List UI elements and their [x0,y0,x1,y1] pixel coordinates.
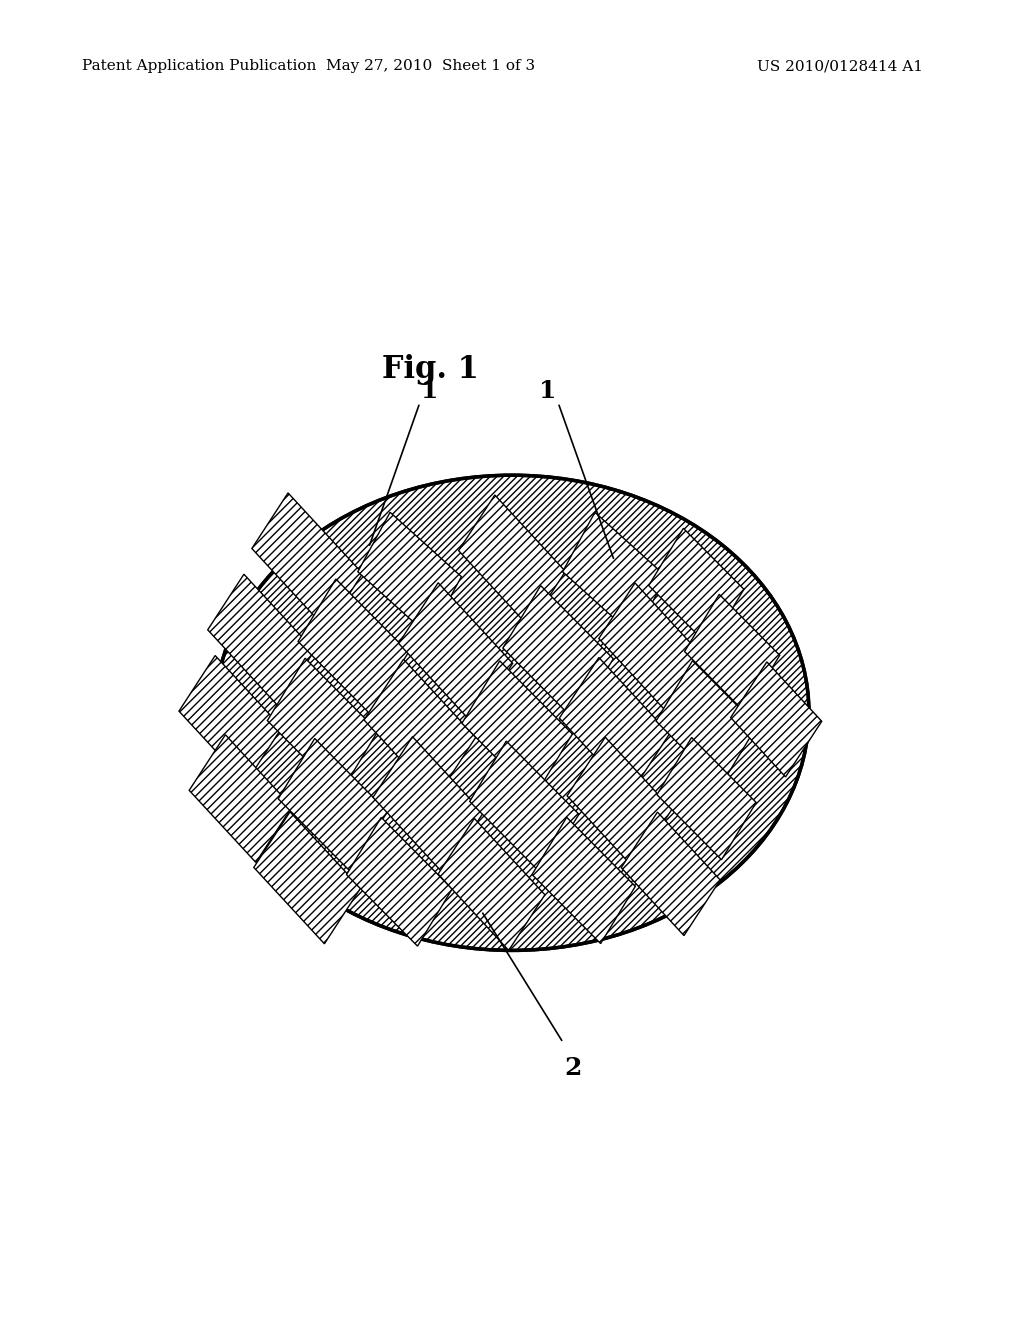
Text: Fig. 1: Fig. 1 [382,354,478,385]
Polygon shape [532,817,635,944]
Polygon shape [179,656,282,783]
Text: 1: 1 [540,379,556,403]
Polygon shape [267,659,378,793]
Polygon shape [503,586,613,721]
Polygon shape [438,818,545,950]
Polygon shape [252,492,362,630]
Polygon shape [208,574,314,706]
Polygon shape [364,659,476,799]
Polygon shape [357,512,462,636]
Polygon shape [373,737,483,874]
Polygon shape [559,657,670,795]
Text: May 27, 2010  Sheet 1 of 3: May 27, 2010 Sheet 1 of 3 [326,59,535,74]
Text: Patent Application Publication: Patent Application Publication [82,59,316,74]
Polygon shape [398,582,513,725]
Polygon shape [562,512,667,636]
Polygon shape [346,817,453,946]
Polygon shape [254,812,360,944]
Text: US 2010/0128414 A1: US 2010/0128414 A1 [757,59,923,74]
Polygon shape [298,579,409,714]
Polygon shape [599,583,701,710]
Polygon shape [685,594,779,713]
Polygon shape [649,528,743,647]
Polygon shape [459,495,565,627]
Ellipse shape [215,475,809,950]
Text: 2: 2 [565,1056,582,1080]
Polygon shape [279,738,387,873]
Polygon shape [462,661,572,796]
Text: 1: 1 [422,379,438,403]
Polygon shape [567,737,672,869]
Polygon shape [731,661,821,777]
Polygon shape [656,661,757,785]
Polygon shape [657,738,756,859]
Polygon shape [189,735,292,862]
Polygon shape [470,741,579,875]
Polygon shape [622,812,720,936]
